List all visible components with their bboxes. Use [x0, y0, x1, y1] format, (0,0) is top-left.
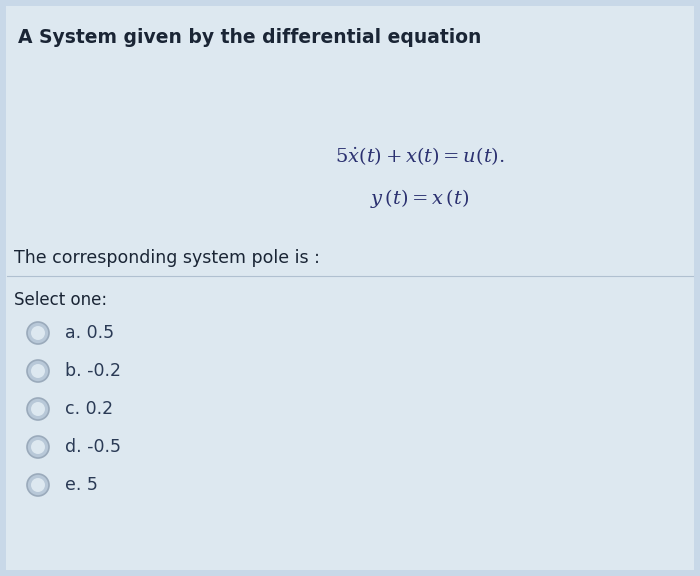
Text: A System given by the differential equation: A System given by the differential equat…: [18, 28, 482, 47]
Text: b. -0.2: b. -0.2: [65, 362, 121, 380]
Text: a. 0.5: a. 0.5: [65, 324, 114, 342]
Circle shape: [27, 360, 49, 382]
Circle shape: [27, 474, 49, 496]
Text: d. -0.5: d. -0.5: [65, 438, 121, 456]
Circle shape: [27, 398, 49, 420]
Text: Select one:: Select one:: [14, 291, 107, 309]
Circle shape: [31, 478, 45, 492]
Text: The corresponding system pole is :: The corresponding system pole is :: [14, 249, 320, 267]
Circle shape: [27, 322, 49, 344]
Text: $5\dot{x}(t) + x(t) = u(t).$: $5\dot{x}(t) + x(t) = u(t).$: [335, 145, 505, 167]
Circle shape: [27, 436, 49, 458]
Circle shape: [31, 364, 45, 378]
Text: c. 0.2: c. 0.2: [65, 400, 113, 418]
Circle shape: [31, 440, 45, 454]
Circle shape: [31, 326, 45, 340]
Text: $y\,(t) = x\,(t)$: $y\,(t) = x\,(t)$: [370, 187, 470, 210]
FancyBboxPatch shape: [6, 6, 694, 570]
Text: e. 5: e. 5: [65, 476, 98, 494]
Circle shape: [31, 402, 45, 416]
